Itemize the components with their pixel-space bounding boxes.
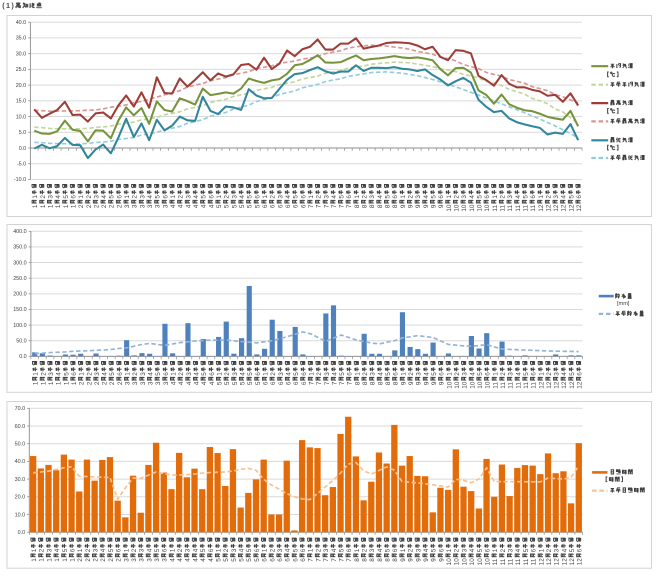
svg-text:400.0: 400.0 (13, 229, 27, 235)
svg-text:40.0: 40.0 (16, 20, 27, 26)
svg-text:200.0: 200.0 (13, 292, 27, 298)
svg-text:50.0: 50.0 (15, 441, 26, 447)
svg-text:[mm]: [mm] (617, 301, 630, 307)
svg-text:70.0: 70.0 (15, 406, 26, 412)
svg-text:5.0: 5.0 (19, 130, 27, 136)
svg-text:0.0: 0.0 (19, 354, 27, 360)
svg-text:40.0: 40.0 (15, 459, 26, 465)
svg-text:10.0: 10.0 (15, 512, 26, 518)
svg-text:250.0: 250.0 (13, 276, 27, 282)
svg-text:15.0: 15.0 (16, 99, 27, 105)
svg-text:60.0: 60.0 (15, 424, 26, 430)
svg-text:30.0: 30.0 (15, 477, 26, 483)
svg-text:20.0: 20.0 (16, 83, 27, 89)
svg-text:-5.0: -5.0 (17, 161, 26, 167)
svg-text:300.0: 300.0 (13, 260, 27, 266)
svg-text:100.0: 100.0 (13, 323, 27, 329)
svg-text:20.0: 20.0 (15, 495, 26, 501)
svg-text:25.0: 25.0 (16, 67, 27, 73)
svg-text:(1): (1) (2, 1, 15, 10)
svg-text:50.0: 50.0 (16, 338, 27, 344)
svg-text:30.0: 30.0 (16, 51, 27, 57)
svg-text:350.0: 350.0 (13, 245, 27, 251)
svg-text:10.0: 10.0 (16, 114, 27, 120)
svg-text:35.0: 35.0 (16, 36, 27, 42)
svg-text:150.0: 150.0 (13, 307, 27, 313)
svg-text:-10.0: -10.0 (14, 177, 26, 183)
svg-text:0.0: 0.0 (19, 146, 27, 152)
svg-text:0.0: 0.0 (18, 530, 26, 536)
